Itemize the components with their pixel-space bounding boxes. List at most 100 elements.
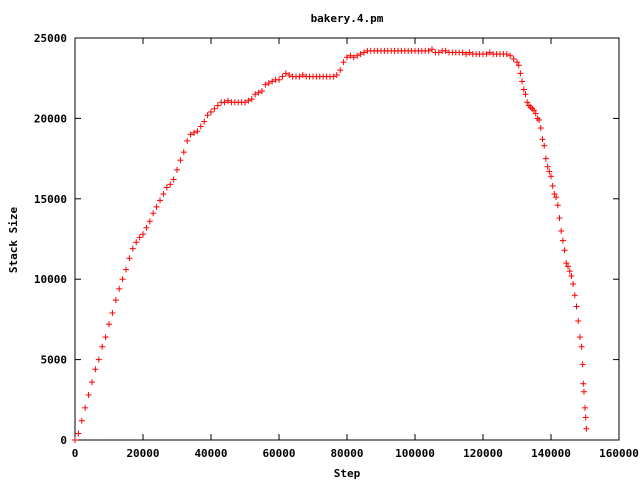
data-point [102, 334, 109, 341]
data-point [119, 276, 126, 283]
data-point [160, 190, 167, 197]
data-point [95, 356, 102, 363]
data-point [425, 47, 432, 54]
data-point [486, 49, 493, 56]
data-point [510, 55, 517, 62]
data-points [72, 46, 590, 443]
x-tick-label: 120000 [463, 447, 503, 460]
data-point [163, 184, 170, 191]
data-point [515, 62, 522, 69]
data-point [532, 110, 539, 117]
y-axis-label: Stack Size [7, 207, 20, 274]
data-point [556, 215, 563, 222]
data-point [350, 54, 357, 61]
data-point [539, 136, 546, 143]
data-point [568, 272, 575, 279]
y-tick-label: 5000 [41, 354, 68, 367]
x-tick-label: 40000 [194, 447, 227, 460]
data-point [191, 129, 197, 136]
data-point [330, 73, 337, 80]
data-point [129, 245, 136, 252]
data-point [279, 73, 286, 80]
data-point [519, 78, 526, 85]
data-point [184, 137, 191, 144]
data-point [571, 292, 578, 299]
data-point [357, 51, 364, 58]
data-point [153, 203, 160, 210]
data-point [126, 255, 133, 262]
data-point [466, 49, 473, 56]
y-tick-label: 25000 [34, 32, 67, 45]
data-point [582, 404, 588, 411]
x-tick-label: 20000 [126, 447, 159, 460]
data-point [566, 268, 573, 275]
data-point [204, 112, 211, 119]
y-tick-label: 15000 [34, 193, 67, 206]
data-point [354, 52, 361, 59]
data-point [133, 239, 140, 246]
data-point [580, 388, 587, 395]
data-point [85, 391, 92, 398]
data-point [570, 281, 577, 288]
data-point [483, 51, 490, 58]
data-point [78, 417, 85, 424]
data-point [167, 181, 174, 188]
data-point [112, 297, 119, 304]
data-point [536, 117, 543, 124]
data-point [340, 59, 347, 66]
data-point [553, 194, 560, 201]
data-point [143, 224, 150, 231]
data-point [75, 430, 82, 437]
data-point [245, 97, 252, 104]
data-point [429, 46, 435, 53]
data-point [262, 81, 269, 88]
data-point [146, 218, 153, 225]
data-point [565, 263, 571, 270]
data-point [542, 155, 549, 162]
data-point [548, 173, 554, 180]
data-point [459, 49, 466, 56]
y-tick-label: 20000 [34, 112, 67, 125]
data-point [248, 96, 255, 103]
data-point [575, 318, 582, 325]
x-tick-label: 80000 [330, 447, 363, 460]
data-point [136, 234, 143, 241]
data-point [276, 76, 282, 83]
data-point [282, 70, 289, 77]
data-point [123, 266, 129, 273]
data-point [116, 285, 123, 292]
data-point [549, 182, 556, 189]
data-point [531, 107, 537, 114]
data-point [170, 176, 177, 183]
data-point [573, 303, 580, 310]
data-point [524, 99, 531, 106]
data-point [582, 414, 589, 421]
data-point [576, 334, 583, 341]
chart-title: bakery.4.pm [311, 12, 384, 25]
data-point [140, 231, 146, 238]
x-tick-label: 0 [72, 447, 79, 460]
data-point [520, 86, 527, 93]
data-point [259, 88, 265, 95]
data-point [544, 163, 551, 170]
data-point [99, 343, 106, 350]
data-point [242, 99, 248, 106]
data-point [551, 190, 558, 197]
data-point [221, 99, 228, 106]
data-point [255, 89, 262, 96]
data-point [514, 59, 520, 66]
data-point [197, 123, 204, 130]
data-point [269, 78, 276, 85]
data-point [150, 210, 157, 217]
data-point [580, 380, 587, 387]
data-point [106, 321, 112, 328]
x-tick-label: 60000 [262, 447, 295, 460]
data-point [361, 49, 367, 56]
data-point [177, 157, 184, 164]
data-point [561, 247, 568, 254]
data-point [435, 49, 442, 56]
x-tick-label: 100000 [395, 447, 435, 460]
data-point [225, 97, 231, 104]
x-tick-label: 140000 [531, 447, 571, 460]
y-tick-label: 0 [60, 434, 67, 447]
